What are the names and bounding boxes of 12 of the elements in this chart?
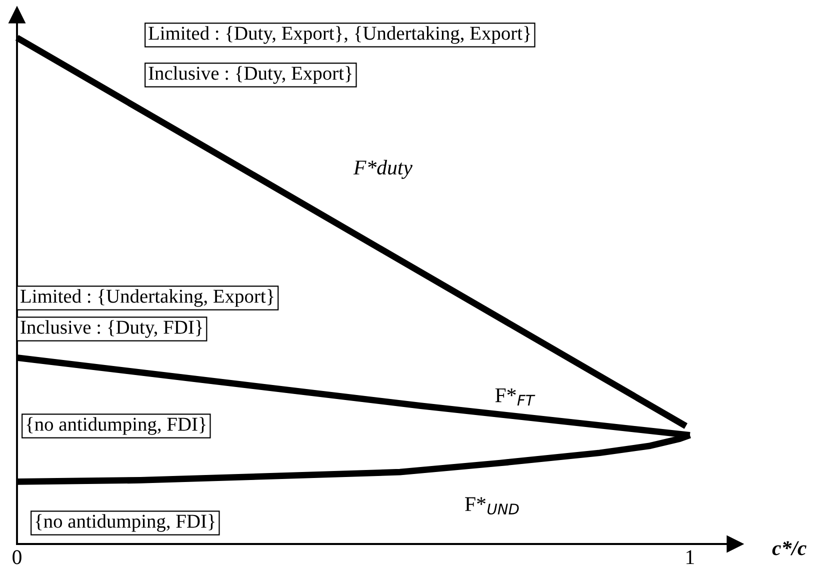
annotation: {no antidumping, FDI} [26, 417, 206, 435]
x-tick-label: 1 [686, 550, 694, 564]
x-axis-title: c*/c [772, 541, 806, 556]
annotation: Inclusive : {Duty, FDI} [20, 320, 202, 338]
series-label: F*$_{UND}$ [465, 497, 519, 515]
annotation: {no antidumping, FDI} [36, 514, 215, 532]
x-tick-label: 0 [12, 550, 22, 564]
text: F*duty [353, 160, 412, 179]
series-label: F*$_{FT}$ [495, 388, 536, 406]
annotation: Limited : {Duty, Export}, {Undertaking, Export} [148, 26, 530, 44]
annotation: Limited : {Undertaking, Export} [20, 289, 274, 307]
annotation: Inclusive : {Duty, Export} [148, 66, 352, 84]
